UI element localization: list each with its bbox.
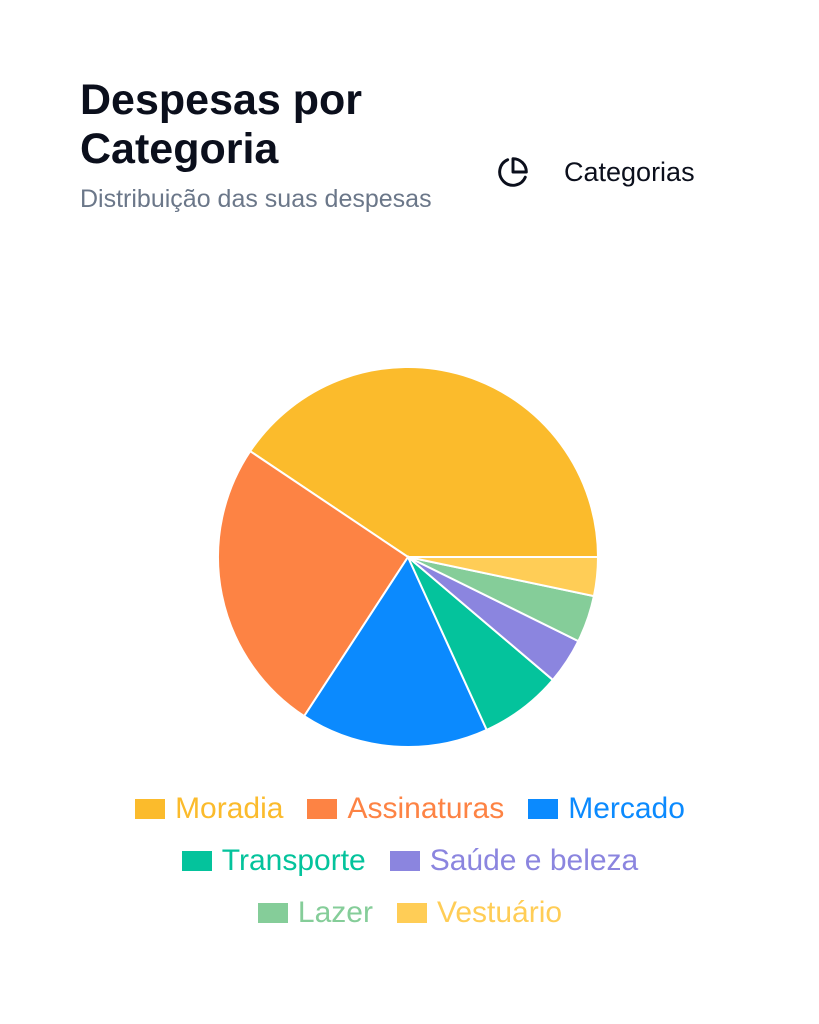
legend-item-lazer[interactable]: Lazer (257, 894, 373, 932)
legend-label: Moradia (175, 792, 284, 825)
chart-header: Despesas por Categoria Distribuição das … (80, 76, 440, 220)
pie-slice-assinaturas[interactable] (217, 449, 410, 718)
legend-item-mercado[interactable]: Mercado (528, 790, 685, 828)
legend-item-vestuario[interactable]: Vestuário (396, 894, 563, 932)
categories-toggle-button[interactable]: Categorias (496, 150, 695, 194)
categories-toggle-label: Categorias (564, 156, 695, 187)
legend-item-moradia[interactable]: Moradia (135, 790, 283, 828)
legend-swatch (389, 851, 420, 871)
legend-swatch (307, 799, 338, 819)
legend-label: Vestuário (436, 896, 563, 929)
pie-slice-mercado[interactable] (302, 554, 489, 748)
legend-label: Transporte (221, 844, 366, 877)
chart-subtitle: Distribuição das suas despesas (80, 185, 432, 213)
legend-item-saude-e-beleza[interactable]: Saúde e beleza (389, 842, 639, 880)
pie-slice-moradia[interactable] (248, 366, 600, 558)
legend-row: Moradia Assinaturas Mercado (60, 790, 760, 828)
pie-chart-icon (496, 155, 530, 189)
legend-swatch (396, 903, 427, 923)
legend-row: Transporte Saúde e beleza (60, 842, 760, 880)
pie-slice-vestuario[interactable] (407, 556, 600, 598)
legend-swatch (257, 903, 288, 923)
legend-row: Lazer Vestuário (60, 894, 760, 932)
legend-swatch (181, 851, 212, 871)
legend-label: Mercado (568, 792, 685, 825)
legend-item-transporte[interactable]: Transporte (181, 842, 366, 880)
legend-label: Lazer (297, 896, 373, 929)
chart-legend: Moradia Assinaturas Mercado Transporte Saúde… (60, 790, 760, 932)
legend-swatch (528, 799, 559, 819)
legend-label: Assinaturas (347, 792, 505, 825)
legend-swatch (135, 799, 166, 819)
legend-label: Saúde e beleza (429, 844, 639, 877)
chart-title: Despesas por Categoria (80, 76, 363, 173)
legend-item-assinaturas[interactable]: Assinaturas (307, 790, 504, 828)
